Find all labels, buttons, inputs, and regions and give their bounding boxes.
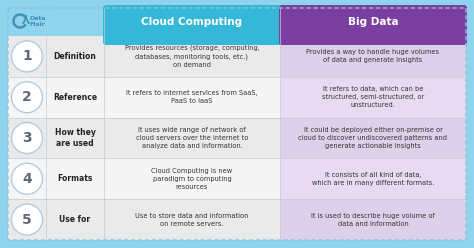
Bar <box>280 36 466 77</box>
Text: Cloud Computing is new
paradigm to computing
resources: Cloud Computing is new paradigm to compu… <box>151 168 233 190</box>
Bar <box>104 36 280 77</box>
Text: 2: 2 <box>22 90 32 104</box>
Text: 3: 3 <box>22 131 32 145</box>
Bar <box>8 158 104 199</box>
Text: Use to store data and information
on remote servers.: Use to store data and information on rem… <box>135 213 249 227</box>
Bar <box>8 199 104 240</box>
Text: 4: 4 <box>22 172 32 186</box>
Bar <box>8 36 104 77</box>
Text: Flair: Flair <box>29 22 45 27</box>
Text: It consists of all kind of data,
which are in many different formats.: It consists of all kind of data, which a… <box>312 172 434 186</box>
Bar <box>104 158 280 199</box>
Bar <box>104 31 466 36</box>
FancyBboxPatch shape <box>279 5 467 45</box>
Text: Cloud Computing: Cloud Computing <box>141 17 243 27</box>
Text: Big Data: Big Data <box>348 17 398 27</box>
Circle shape <box>11 163 43 194</box>
Text: 1: 1 <box>22 49 32 63</box>
Text: Formats: Formats <box>57 174 93 183</box>
Circle shape <box>11 204 43 235</box>
Bar <box>280 77 466 118</box>
Text: It is used to describe huge volume of
data and information: It is used to describe huge volume of da… <box>311 213 435 227</box>
Bar <box>280 118 466 158</box>
Circle shape <box>11 41 43 72</box>
Text: Reference: Reference <box>53 93 97 102</box>
Text: It could be deployed either on-premise or
cloud to discover undiscovered pattern: It could be deployed either on-premise o… <box>299 127 447 149</box>
Text: It refers to internet services from SaaS,
PaaS to IaaS: It refers to internet services from SaaS… <box>126 90 258 104</box>
Bar <box>8 118 104 158</box>
Bar <box>104 77 280 118</box>
Circle shape <box>11 123 43 154</box>
Circle shape <box>11 82 43 113</box>
Bar <box>8 77 104 118</box>
Text: 5: 5 <box>22 213 32 227</box>
Bar <box>280 199 466 240</box>
Text: Provides resources (storage, computing,
databases, monitoring tools, etc.)
on de: Provides resources (storage, computing, … <box>125 45 259 68</box>
Bar <box>104 118 280 158</box>
Text: Data: Data <box>29 16 46 21</box>
Bar <box>104 199 280 240</box>
Text: Use for: Use for <box>59 215 91 224</box>
Text: How they
are used: How they are used <box>55 128 95 148</box>
FancyBboxPatch shape <box>103 5 283 45</box>
Text: It refers to data, which can be
structured, semi-structured, or
unstructured.: It refers to data, which can be structur… <box>322 86 424 108</box>
Bar <box>280 158 466 199</box>
Text: Provides a way to handle huge volumes
of data and generate insights: Provides a way to handle huge volumes of… <box>307 49 439 63</box>
Text: It uses wide range of network of
cloud servers over the internet to
analyze data: It uses wide range of network of cloud s… <box>136 127 248 149</box>
Text: Definition: Definition <box>54 52 96 61</box>
